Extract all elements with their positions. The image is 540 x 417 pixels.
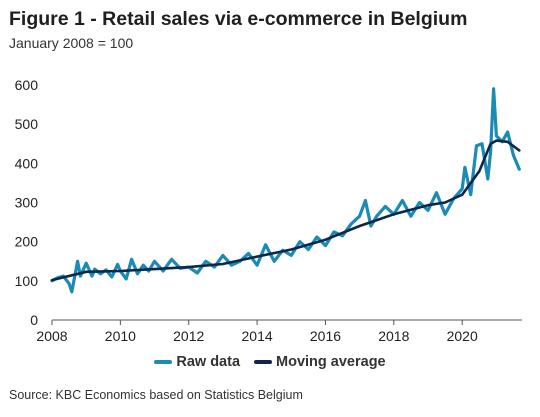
x-tick-label-2014: 2014 xyxy=(242,328,273,344)
y-tick-label-500: 500 xyxy=(15,116,39,132)
y-tick-label-600: 600 xyxy=(15,77,39,93)
x-tick-label-2018: 2018 xyxy=(378,328,409,344)
y-tick-label-200: 200 xyxy=(15,234,39,250)
plot-area xyxy=(50,87,521,294)
raw-data-line xyxy=(50,87,521,294)
moving-average-line xyxy=(50,139,521,282)
x-tick-label-2008: 2008 xyxy=(36,328,67,344)
legend: Raw data Moving average xyxy=(0,354,540,370)
legend-swatch-raw-data xyxy=(154,360,173,364)
x-tick-label-2012: 2012 xyxy=(173,328,204,344)
y-tick-label-0: 0 xyxy=(30,312,38,328)
legend-label-moving-average: Moving average xyxy=(276,354,386,370)
x-axis: 2008 2010 2012 2014 2016 2018 2020 xyxy=(36,319,522,344)
legend-swatch-moving-average xyxy=(254,360,273,364)
chart-title: Figure 1 - Retail sales via e-commerce i… xyxy=(9,8,468,30)
x-tick-label-2010: 2010 xyxy=(105,328,136,344)
y-tick-label-100: 100 xyxy=(15,273,39,289)
x-tick-label-2020: 2020 xyxy=(447,328,478,344)
y-axis: 0 100 200 300 400 500 600 xyxy=(15,77,39,328)
legend-item-moving-average: Moving average xyxy=(254,354,386,370)
y-tick-label-300: 300 xyxy=(15,195,39,211)
y-tick-label-400: 400 xyxy=(15,155,39,171)
legend-item-raw-data: Raw data xyxy=(154,354,240,370)
chart-subtitle: January 2008 = 100 xyxy=(9,35,134,51)
source-note: Source: KBC Economics based on Statistic… xyxy=(9,388,303,402)
legend-label-raw-data: Raw data xyxy=(176,354,241,370)
x-tick-label-2016: 2016 xyxy=(310,328,341,344)
